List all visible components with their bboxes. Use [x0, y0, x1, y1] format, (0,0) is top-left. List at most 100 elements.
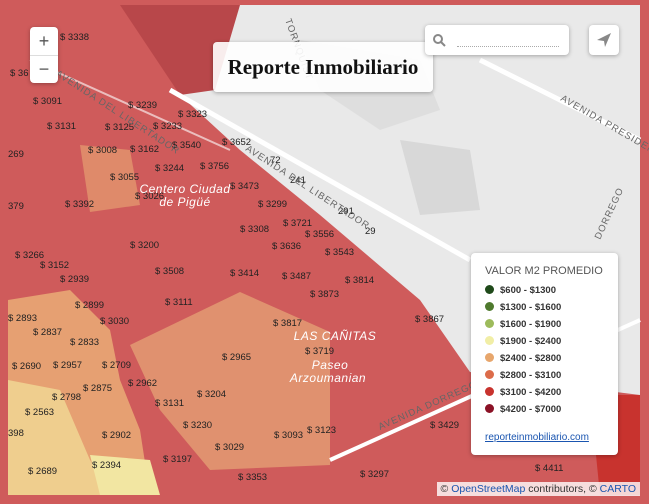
place-label: Paseo — [312, 358, 349, 372]
attribution-text: contributors, © — [528, 483, 597, 495]
price-label: $ 3508 — [155, 266, 184, 277]
price-label: $ 3556 — [305, 229, 334, 240]
price-label: 29 — [365, 226, 376, 237]
price-label: $ 3123 — [307, 425, 336, 436]
price-label: $ 3055 — [110, 172, 139, 183]
attribution-prefix: © — [440, 483, 449, 495]
legend-label: $1600 - $1900 — [500, 319, 562, 330]
legend-item: $600 - $1300 — [485, 284, 556, 298]
legend-title: VALOR M2 PROMEDIO — [485, 265, 603, 277]
price-label: $ 3152 — [40, 260, 69, 271]
price-label: $ 2563 — [25, 407, 54, 418]
zoom-out[interactable]: − — [38, 59, 50, 79]
price-label: $ 3299 — [258, 199, 287, 210]
price-label: $ 3131 — [155, 398, 184, 409]
price-label: $ 3125 — [105, 122, 134, 133]
price-label: $ 2798 — [52, 392, 81, 403]
price-label: $ 2939 — [60, 274, 89, 285]
price-label: $ 4411 — [535, 463, 563, 474]
price-label: $ 2962 — [128, 378, 157, 389]
search-box[interactable] — [425, 25, 569, 55]
block-pale — [90, 455, 160, 495]
price-label: $ 3429 — [430, 420, 459, 431]
price-label: $ 2875 — [83, 383, 112, 394]
place-label: Arzoumanian — [289, 371, 366, 385]
price-label: $ 3197 — [163, 454, 192, 465]
price-label: $ 2893 — [8, 313, 37, 324]
legend-label: $2400 - $2800 — [500, 353, 562, 364]
price-label: $ 3487 — [282, 271, 311, 282]
road — [478, 57, 642, 143]
price-label: $ 2394 — [92, 460, 121, 471]
legend-swatch — [485, 285, 494, 294]
price-label: $ 3244 — [155, 163, 184, 174]
block-dark — [120, 5, 240, 95]
block-light — [130, 292, 330, 470]
price-label: $ 3873 — [310, 289, 339, 300]
legend-item: $1300 - $1600 — [485, 301, 561, 315]
legend-label: $4200 - $7000 — [500, 404, 562, 415]
price-label: $ 2899 — [75, 300, 104, 311]
legend-swatch — [485, 370, 494, 379]
legend-swatch — [485, 336, 494, 345]
price-label: $ 2957 — [53, 360, 82, 371]
osm-link[interactable]: OpenStreetMap — [451, 483, 526, 495]
search-icon — [433, 34, 446, 47]
price-label: $ 3239 — [128, 100, 157, 111]
price-label: 241 — [290, 175, 306, 186]
locate-button[interactable] — [589, 25, 619, 55]
price-label: $ 3308 — [240, 224, 269, 235]
place-label: de Pigüé — [159, 195, 210, 209]
search-input[interactable] — [457, 46, 559, 47]
logo: Reporte Inmobiliario — [227, 55, 419, 79]
price-label: $ 3636 — [272, 241, 301, 252]
carto-link[interactable]: CARTO — [599, 483, 636, 495]
block-pale — [8, 380, 110, 495]
price-label: $ 3008 — [88, 145, 117, 156]
price-label: $ 3540 — [172, 140, 201, 151]
price-label: $ 3266 — [15, 250, 44, 261]
price-label: $ 3473 — [230, 181, 259, 192]
legend-label: $600 - $1300 — [500, 285, 556, 296]
price-label: $ 3652 — [222, 137, 251, 148]
logo-box: Reporte Inmobiliario — [213, 42, 433, 92]
price-label: $ 3719 — [305, 346, 334, 357]
price-label: $ 2709 — [102, 360, 131, 371]
price-label: $ 3392 — [65, 199, 94, 210]
price-label: $ 3543 — [325, 247, 354, 258]
legend-swatch — [485, 404, 494, 413]
place-label: LAS CAÑITAS — [294, 329, 377, 343]
price-label: $ 2965 — [222, 352, 251, 363]
price-label: $ 3131 — [47, 121, 76, 132]
price-label: $ 3323 — [178, 109, 207, 120]
legend-item: $4200 - $7000 — [485, 403, 561, 417]
zoom-in[interactable]: + — [30, 27, 58, 56]
price-label: $ 2833 — [70, 337, 99, 348]
price-label: $ 3817 — [273, 318, 302, 329]
block-light — [80, 145, 140, 212]
price-label: 379 — [8, 201, 24, 212]
price-label: $ 36 — [10, 68, 29, 79]
price-label: $ 3029 — [215, 442, 244, 453]
legend-swatch — [485, 387, 494, 396]
price-label: $ 3297 — [360, 469, 389, 480]
price-label: $ 3204 — [197, 389, 226, 400]
price-label: $ 3233 — [153, 121, 182, 132]
legend-swatch — [485, 353, 494, 362]
price-label: $ 2837 — [33, 327, 62, 338]
price-label: 291 — [338, 206, 354, 217]
legend-item: $3100 - $4200 — [485, 386, 561, 400]
price-label: $ 3721 — [283, 218, 312, 229]
legend-label: $1900 - $2400 — [500, 336, 562, 347]
legend-link[interactable]: reporteinmobiliario.com — [485, 432, 589, 443]
price-label: $ 3756 — [200, 161, 229, 172]
price-label: 269 — [8, 149, 24, 160]
legend-swatch — [485, 302, 494, 311]
price-label: $ 3414 — [230, 268, 259, 279]
locate-icon — [597, 33, 611, 47]
price-label: $ 2690 — [12, 361, 41, 372]
price-label: $ 3338 — [60, 32, 89, 43]
attribution: © OpenStreetMap contributors, © CARTO — [436, 482, 640, 496]
price-label: $ 3200 — [130, 240, 159, 251]
